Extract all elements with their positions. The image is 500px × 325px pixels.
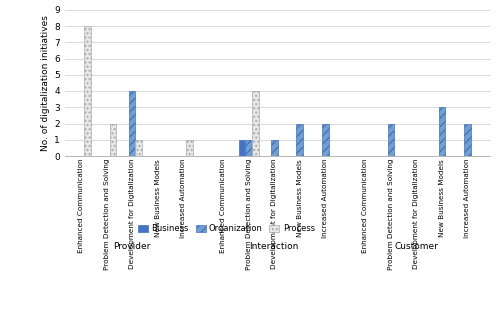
Bar	[186, 140, 193, 156]
Bar	[464, 124, 470, 156]
Bar	[296, 124, 303, 156]
Text: Provider: Provider	[114, 242, 151, 251]
Text: Customer: Customer	[394, 242, 438, 251]
Bar	[322, 124, 328, 156]
Bar	[129, 91, 136, 156]
Bar	[438, 107, 445, 156]
Text: Interaction: Interaction	[250, 242, 299, 251]
Legend: Business, Organization, Process: Business, Organization, Process	[135, 221, 318, 237]
Bar	[239, 140, 246, 156]
Bar	[271, 140, 278, 156]
Bar	[110, 124, 116, 156]
Bar	[136, 140, 142, 156]
Bar	[246, 140, 252, 156]
Y-axis label: No. of digitalization initiatives: No. of digitalization initiatives	[41, 15, 50, 151]
Bar	[84, 26, 91, 156]
Bar	[252, 91, 258, 156]
Bar	[388, 124, 394, 156]
